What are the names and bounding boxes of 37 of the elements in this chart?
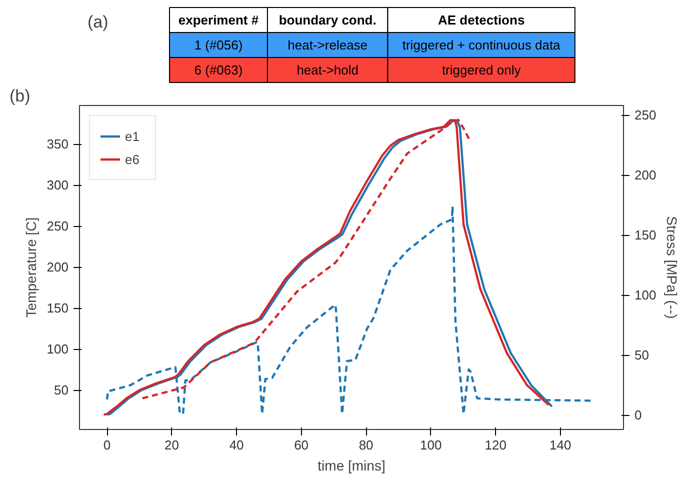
text: 6 (#063)	[194, 62, 243, 78]
x-tick-label: 120	[484, 438, 506, 452]
y-tick-label: 250	[46, 218, 69, 234]
y-axis-title: Temperature [C]	[22, 217, 39, 318]
x-tick-label: 0	[103, 438, 111, 452]
text: (b)	[10, 86, 30, 106]
text: experiment #	[178, 12, 260, 28]
y2-tick-label: 0	[634, 408, 642, 423]
text: heat->hold	[296, 62, 359, 78]
text: triggered + continuous data	[402, 38, 562, 52]
y2-tick-label: 150	[634, 228, 656, 243]
text: triggered only	[442, 62, 522, 78]
y-tick-label: 50	[54, 382, 69, 398]
text: 1 (#056)	[194, 38, 243, 52]
y2-axis-title: Stress [MPa] (--)	[664, 216, 680, 319]
y2-tick-label: 200	[634, 168, 656, 183]
y-tick-label: 200	[46, 260, 69, 275]
x-tick-label: 80	[358, 438, 374, 452]
x-tick-label: 140	[550, 438, 572, 452]
text: AE detections	[438, 12, 525, 28]
x-tick-label: 20	[164, 438, 180, 452]
y-tick-label: 100	[46, 342, 69, 357]
y2-tick-label: 100	[634, 288, 656, 303]
x-tick-label: 60	[294, 438, 309, 452]
legend-label: e1	[125, 128, 140, 144]
y2-tick-label: 50	[634, 348, 649, 363]
x-tick-label: 100	[420, 438, 442, 452]
text: heat->release	[288, 38, 368, 52]
text: boundary cond.	[278, 12, 376, 28]
y2-tick-label: 250	[634, 108, 656, 123]
x-axis-title: time [mins]	[318, 458, 386, 474]
text: (a)	[87, 12, 108, 32]
legend-label: e6	[125, 152, 140, 166]
y-tick-label: 350	[46, 136, 69, 152]
y-tick-label: 150	[46, 300, 69, 316]
x-tick-label: 40	[229, 438, 244, 452]
y-tick-label: 300	[46, 178, 69, 193]
